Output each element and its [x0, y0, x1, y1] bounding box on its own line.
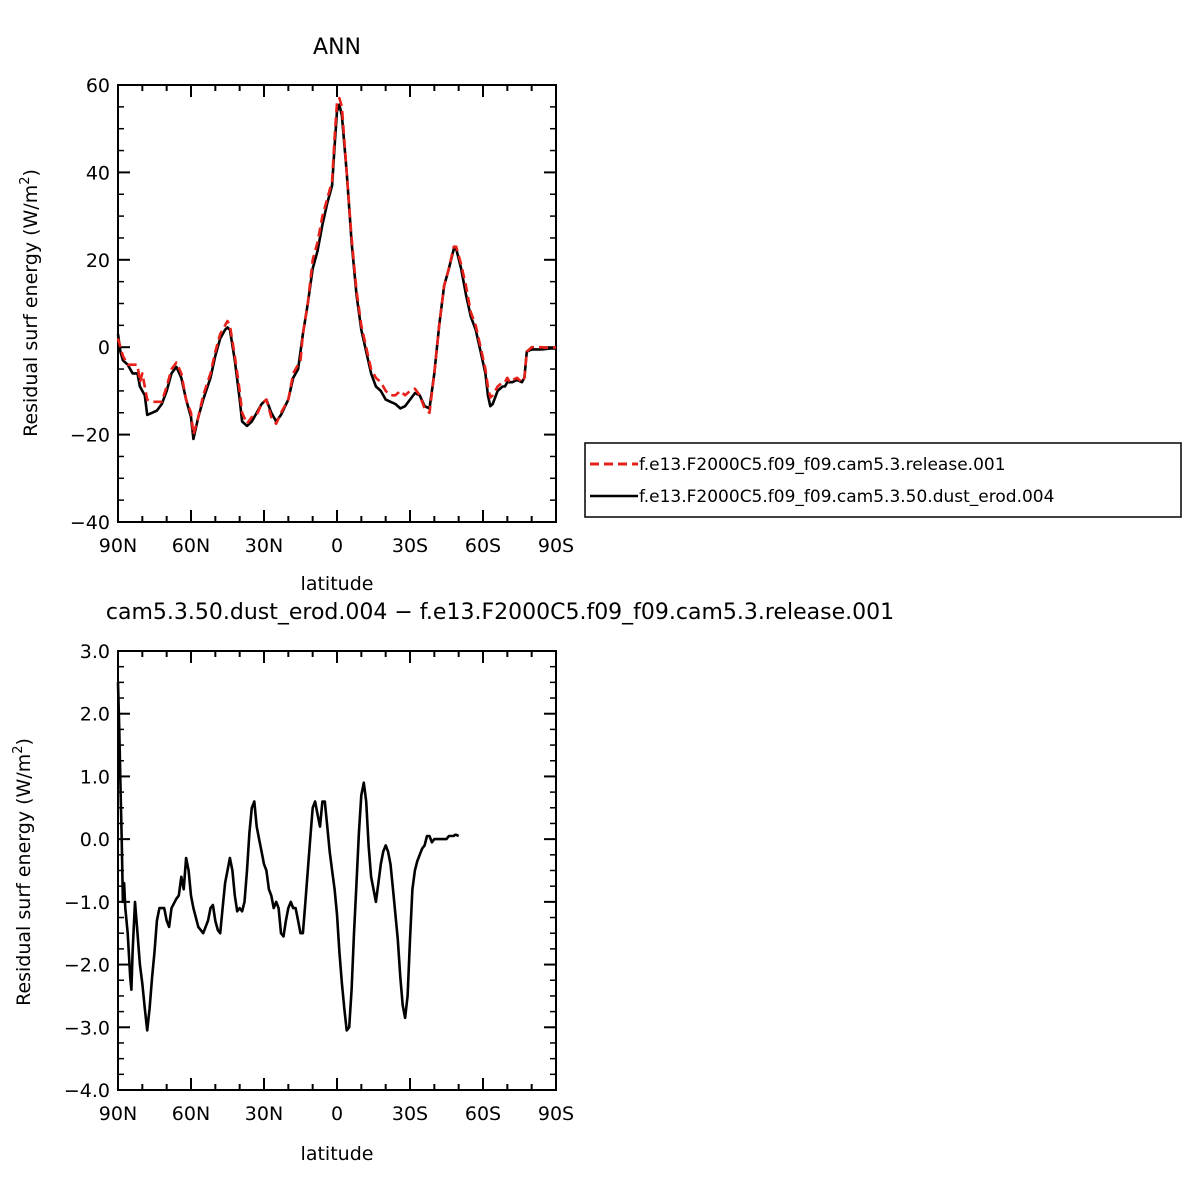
y-tick-label: −40	[70, 512, 110, 534]
y-tick-label: 1.0	[80, 766, 110, 788]
top-series-group	[116, 96, 557, 441]
y-tick-label: 0	[98, 337, 110, 359]
bottom-x-axis-label: latitude	[301, 1143, 374, 1165]
y-tick-label: −2.0	[64, 955, 110, 977]
x-tick-label: 60N	[172, 1103, 210, 1125]
legend-label-dust-erod: f.e13.F2000C5.f09_f09.cam5.3.50.dust_ero…	[639, 487, 1054, 507]
x-tick-label: 0	[331, 1103, 343, 1125]
y-tick-label: −4.0	[64, 1080, 110, 1102]
x-tick-label: 60S	[465, 1103, 501, 1125]
legend-box	[584, 442, 1182, 518]
bottom-series-group	[116, 682, 460, 1032]
bottom-plot-frame	[117, 650, 557, 1091]
x-tick-label: 90N	[99, 1103, 137, 1125]
y-tick-label: −3.0	[64, 1017, 110, 1039]
x-tick-label: 60S	[465, 535, 501, 557]
bottom-y-axis-label: Residual surf energy (W/m2)	[11, 738, 35, 1006]
legend-label-release: f.e13.F2000C5.f09_f09.cam5.3.release.001	[639, 455, 1006, 475]
top-plot-frame	[117, 84, 557, 523]
top-series-line-0	[116, 96, 557, 436]
top-panel: ANN 90N 60N 30N 0 30S 60S 90S −40 −20 0 20 40 60 lat…	[18, 35, 1182, 595]
y-tick-label: 3.0	[80, 641, 110, 663]
y-tick-label: 40	[86, 162, 110, 184]
top-x-axis-label: latitude	[301, 573, 374, 595]
x-tick-label: 30S	[392, 1103, 428, 1125]
y-tick-label: 0.0	[80, 829, 110, 851]
bottom-panel: cam5.3.50.dust_erod.004 − f.e13.F2000C5.…	[11, 600, 894, 1165]
x-tick-label: 90S	[538, 535, 574, 557]
y-tick-label: −1.0	[64, 892, 110, 914]
x-tick-label: 30N	[245, 535, 283, 557]
bottom-chart-title: cam5.3.50.dust_erod.004 − f.e13.F2000C5.…	[106, 600, 894, 625]
y-tick-label: −20	[70, 425, 110, 447]
y-tick-label: 60	[86, 75, 110, 97]
y-tick-label: 20	[86, 250, 110, 272]
y-tick-label: 2.0	[80, 704, 110, 726]
bottom-series-line-0	[116, 682, 460, 1032]
legend: f.e13.F2000C5.f09_f09.cam5.3.release.001…	[584, 442, 1182, 518]
top-chart-title: ANN	[313, 35, 361, 60]
bottom-ticks: 90N 60N 30N 0 30S 60S 90S −4.0 −3.0 −2.0 −1.0 0.0 1.…	[64, 641, 574, 1125]
x-tick-label: 30N	[245, 1103, 283, 1125]
x-tick-label: 60N	[172, 535, 210, 557]
x-tick-label: 30S	[392, 535, 428, 557]
x-tick-label: 90S	[538, 1103, 574, 1125]
x-tick-label: 90N	[99, 535, 137, 557]
top-y-axis-label: Residual surf energy (W/m2)	[18, 169, 42, 437]
top-ticks: 90N 60N 30N 0 30S 60S 90S −40 −20 0 20 40 60	[70, 75, 574, 557]
x-tick-label: 0	[331, 535, 343, 557]
